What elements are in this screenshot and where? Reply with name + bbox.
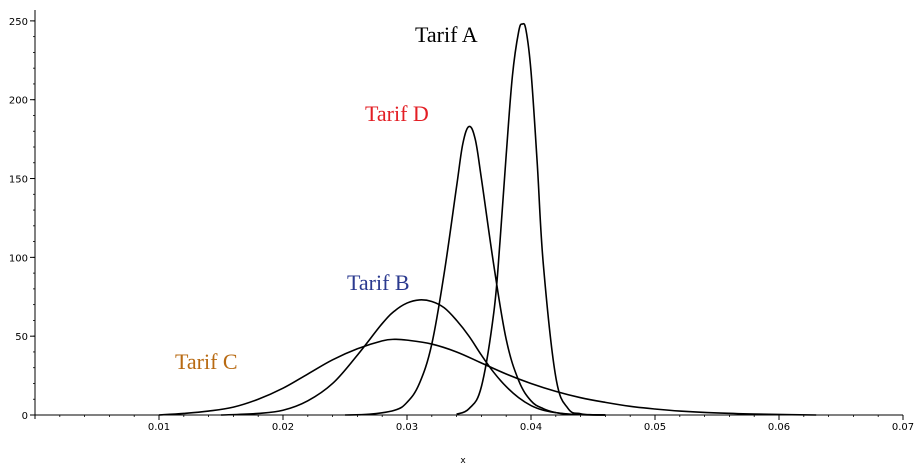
series-line-tarif-a <box>456 22 606 416</box>
y-tick-label: 150 <box>9 175 28 186</box>
x-tick-label: 0.04 <box>520 422 542 433</box>
curves <box>158 22 817 416</box>
label-tarif-d: Tarif D <box>365 101 429 126</box>
curve-labels: Tarif A Tarif D Tarif B Tarif C <box>175 22 478 374</box>
x-tick-label: 0.07 <box>892 422 914 433</box>
x-tick-label: 0.03 <box>396 422 418 433</box>
y-tick-label: 200 <box>9 96 28 107</box>
y-tick-label: 50 <box>15 332 28 343</box>
x-axis-title: x <box>460 456 466 466</box>
y-tick-label: 250 <box>9 17 28 28</box>
x-tick-label: 0.01 <box>148 422 170 433</box>
axes: 0.01 0.02 0.03 0.04 0.05 0.06 0.07 0 50 100 150 200… <box>9 10 914 433</box>
series-line-tarif-b <box>220 299 606 416</box>
x-tick-label: 0.06 <box>768 422 790 433</box>
label-tarif-a: Tarif A <box>415 22 478 47</box>
x-tick-label: 0.02 <box>272 422 294 433</box>
series-line-tarif-c <box>158 338 817 416</box>
y-tick-label: 0 <box>22 411 28 422</box>
label-tarif-b: Tarif B <box>347 270 410 295</box>
label-tarif-c: Tarif C <box>175 349 238 374</box>
x-tick-label: 0.05 <box>644 422 666 433</box>
y-tick-label: 100 <box>9 253 28 264</box>
